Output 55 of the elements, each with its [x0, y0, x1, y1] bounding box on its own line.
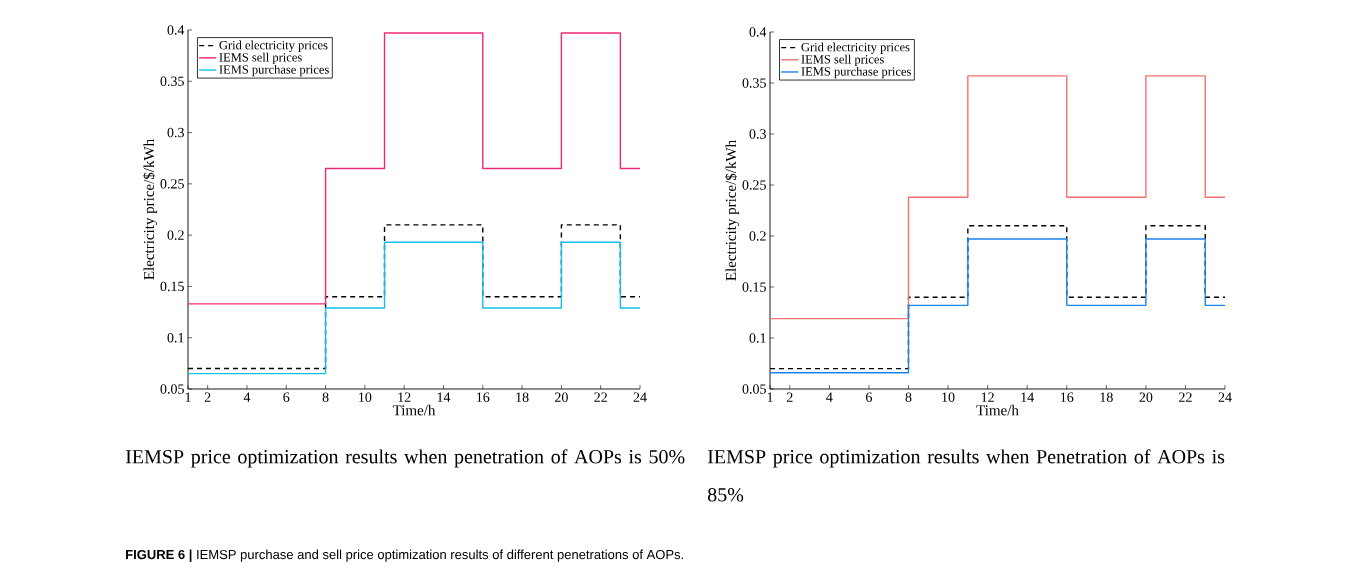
- x-tick-label: 12: [398, 392, 411, 402]
- x-tick-label: 22: [594, 392, 607, 402]
- text: IEMSP price optimization results when Penetration of AOPs is 85%: [707, 449, 1225, 502]
- y-axis-title: Electricity price/$/kWh: [143, 139, 158, 280]
- x-tick-label: 2: [786, 392, 793, 402]
- y-tick-label: 0.1: [167, 332, 184, 343]
- x-tick-label: 14: [1021, 392, 1034, 402]
- x-tick-label: 1: [185, 392, 191, 402]
- x-tick-label: 1: [767, 392, 773, 402]
- x-tick-label: 8: [905, 392, 912, 402]
- x-tick-label: 24: [633, 392, 647, 402]
- y-tick-label: 0.4: [749, 27, 767, 37]
- x-tick-label: 18: [516, 392, 529, 402]
- y-tick-label: 0.25: [160, 179, 184, 189]
- y-tick-label: 0.1: [749, 333, 766, 343]
- x-tick-label: 22: [1179, 392, 1192, 402]
- text: FIGURE 6 | IEMSP purchase and sell price optimization results of different penetrations of AOPs.: [126, 549, 684, 562]
- y-tick-label: 0.35: [160, 76, 184, 87]
- y-tick-label: 0.15: [160, 281, 184, 292]
- legend-label: Grid electricity prices: [801, 42, 910, 54]
- x-tick-label: 14: [437, 392, 451, 402]
- y-tick-label: 0.05: [160, 384, 184, 394]
- y-tick-label: 0.15: [742, 282, 766, 292]
- y-tick-label: 0.3: [749, 129, 766, 139]
- text: IEMSP price optimization results when penetration of AOPs is 50%: [125, 449, 685, 468]
- legend-label: IEMS purchase prices: [801, 66, 911, 79]
- x-axis-title: Time/h: [976, 404, 1019, 416]
- x-axis-title: Time/h: [392, 404, 436, 416]
- y-tick-label: 0.35: [742, 78, 766, 88]
- y-tick-label: 0.3: [167, 127, 184, 138]
- x-tick-label: 4: [826, 392, 833, 402]
- y-tick-label: 0.25: [742, 180, 766, 190]
- legend-label: IEMS purchase prices: [219, 64, 329, 77]
- x-tick-label: 24: [1218, 392, 1232, 402]
- y-tick-label: 0.05: [742, 384, 766, 394]
- y-axis-title: Electricity price/$/kWh: [725, 140, 740, 281]
- legend-label: IEMS sell prices: [801, 54, 884, 67]
- x-tick-label: 20: [1139, 392, 1153, 402]
- legend-label: IEMS sell prices: [219, 52, 302, 65]
- x-tick-label: 12: [981, 392, 994, 402]
- x-tick-label: 16: [477, 392, 490, 402]
- x-tick-label: 10: [942, 392, 955, 402]
- x-tick-label: 20: [555, 392, 568, 402]
- x-tick-label: 10: [359, 392, 372, 402]
- y-tick-label: 0.2: [749, 231, 766, 241]
- y-tick-label: 0.2: [167, 230, 184, 240]
- x-tick-label: 16: [1060, 392, 1074, 402]
- legend-label: Grid electricity prices: [219, 40, 328, 52]
- x-tick-label: 6: [866, 392, 873, 402]
- x-tick-label: 2: [204, 392, 211, 402]
- x-tick-label: 6: [283, 392, 290, 402]
- x-tick-label: 8: [322, 392, 329, 402]
- y-tick-label: 0.4: [167, 25, 185, 35]
- x-tick-label: 18: [1100, 392, 1113, 402]
- x-tick-label: 4: [243, 392, 251, 402]
